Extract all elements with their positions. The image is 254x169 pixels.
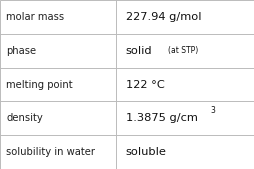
Text: 1.3875 g/cm: 1.3875 g/cm: [126, 113, 198, 123]
Text: 227.94 g/mol: 227.94 g/mol: [126, 12, 201, 22]
Text: phase: phase: [6, 46, 37, 56]
Text: melting point: melting point: [6, 79, 73, 90]
Text: (at STP): (at STP): [168, 46, 198, 55]
Text: density: density: [6, 113, 43, 123]
Text: soluble: soluble: [126, 147, 167, 157]
Text: solubility in water: solubility in water: [6, 147, 95, 157]
Text: 3: 3: [211, 106, 216, 115]
Text: molar mass: molar mass: [6, 12, 65, 22]
Text: solid: solid: [126, 46, 152, 56]
Text: 122 °C: 122 °C: [126, 79, 165, 90]
